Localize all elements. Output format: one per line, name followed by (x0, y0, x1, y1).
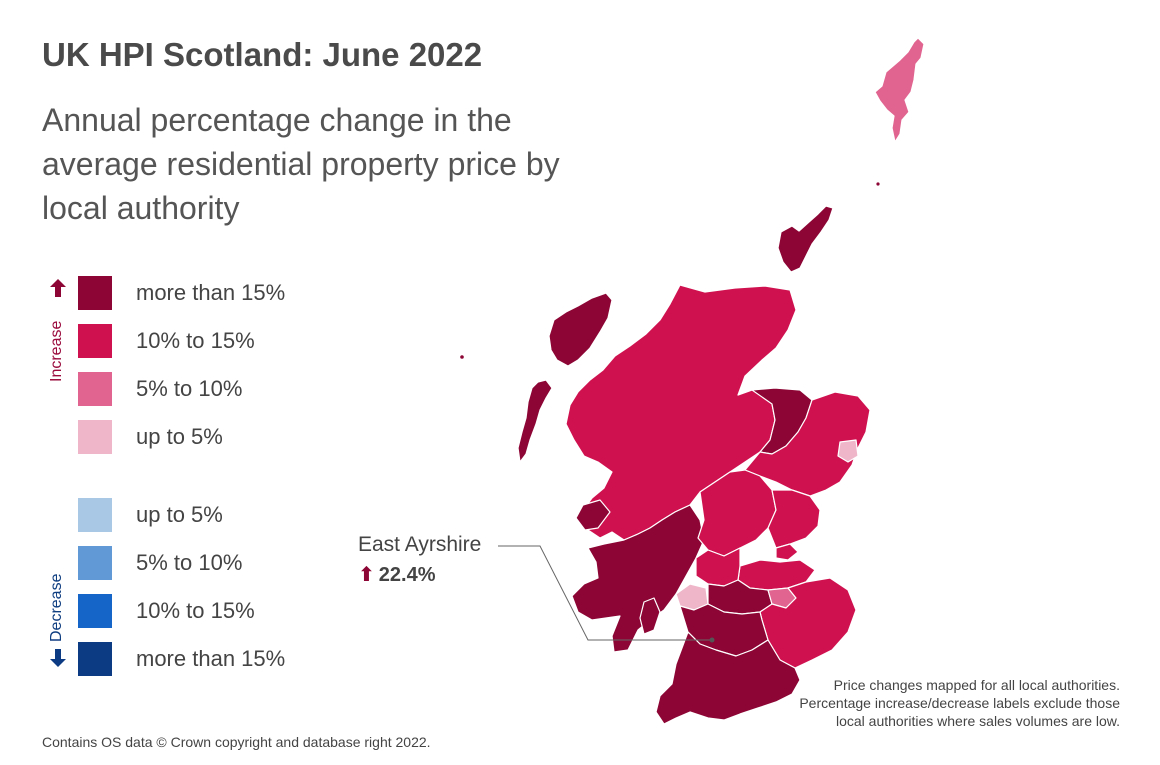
region-stirling (695, 547, 741, 587)
legend-swatch (78, 498, 112, 532)
region-angus (767, 489, 821, 549)
region-isle-of-arran (639, 597, 661, 635)
up-arrow-icon: ⬆ (358, 564, 375, 586)
region-orkney-islands (777, 205, 834, 273)
region-na-h-eileanan-siar (517, 292, 613, 463)
callout-value: ⬆ 22.4% (358, 562, 435, 587)
legend-item-label: 10% to 15% (136, 598, 255, 623)
legend-item-label: 5% to 10% (136, 550, 243, 575)
legend-item-label: up to 5% (136, 424, 223, 449)
legend-swatch (78, 420, 112, 454)
legend-swatch (78, 324, 112, 358)
legend-swatch (78, 642, 112, 676)
increase-label: Increase (48, 320, 65, 382)
legend-swatch (78, 546, 112, 580)
callout-area-name: East Ayrshire (358, 533, 482, 556)
scotland-choropleth-map (460, 37, 925, 725)
legend: Increase Decrease more than 15% 10% to 1… (40, 270, 360, 690)
island-st-kilda (460, 355, 464, 359)
legend-item-label: 5% to 10% (136, 376, 243, 401)
down-arrow-icon (50, 649, 66, 667)
chart-title: UK HPI Scotland: June 2022 (42, 36, 483, 73)
legend-swatch (78, 594, 112, 628)
region-dumfries-and-galloway (655, 631, 801, 725)
callout-leader-line (498, 545, 712, 641)
legend-item-label: up to 5% (136, 502, 223, 527)
region-shetland-islands (874, 37, 925, 143)
legend-swatch (78, 372, 112, 406)
chart-subtitle: Annual percentage change in the average … (42, 102, 560, 226)
island-fair-isle (876, 182, 880, 186)
region-dundee-city (775, 543, 799, 561)
callout-value-text: 22.4% (378, 564, 436, 586)
up-arrow-icon (50, 279, 66, 297)
legend-item-label: more than 15% (136, 646, 286, 671)
legend-swatch (78, 276, 112, 310)
callout-leader-dot (709, 637, 715, 643)
legend-item-label: 10% to 15% (136, 328, 255, 353)
map-note: Price changes mapped for all local autho… (799, 677, 1120, 729)
legend-item-label: more than 15% (136, 280, 286, 305)
copyright-footnote: Contains OS data © Crown copyright and d… (42, 734, 431, 750)
region-aberdeen-city (837, 439, 859, 463)
decrease-label: Decrease (48, 573, 65, 642)
